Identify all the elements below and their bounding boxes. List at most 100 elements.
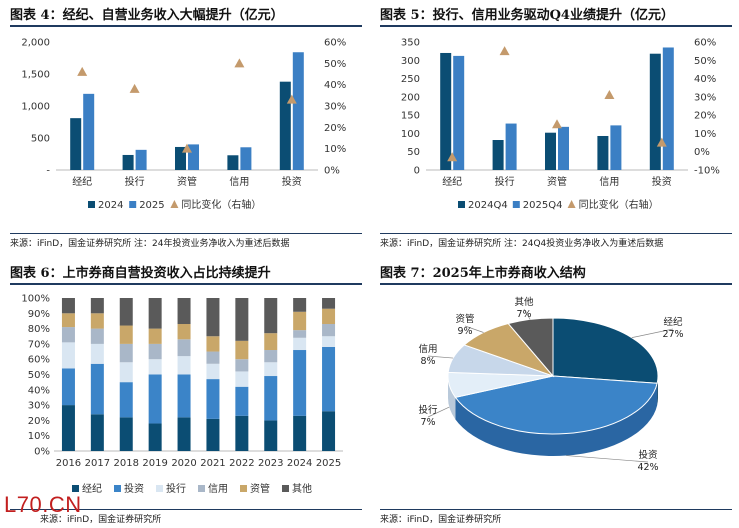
chart-6-legend-swatch — [282, 485, 289, 492]
chart-6-seg-投资 — [322, 346, 336, 412]
chart-4-y2-tick: 10% — [324, 144, 346, 155]
chart-6-seg-其他 — [148, 298, 162, 329]
chart-6-seg-投行 — [206, 363, 220, 380]
chart-6-seg-经纪 — [119, 417, 133, 451]
chart-7-source-rule — [380, 509, 732, 510]
chart-5-source-rule — [380, 233, 732, 234]
chart-6-legend-label: 投行 — [166, 482, 186, 495]
chart-6-x-tick: 2017 — [85, 458, 110, 469]
chart-5-bar-2024Q4 — [597, 135, 609, 170]
chart-4-yoy-marker — [129, 83, 140, 93]
chart-4-bar-2024 — [227, 155, 239, 170]
chart-5-y-tick: 100 — [401, 129, 420, 140]
chart-6-legend-swatch — [72, 485, 79, 492]
chart-4-title-rule — [10, 25, 362, 27]
chart-4-y2-tick: 50% — [324, 59, 346, 70]
chart-6-seg-经纪 — [61, 405, 75, 451]
chart-5-legend-label: 同比变化（右轴） — [579, 198, 659, 211]
chart-6-seg-其他 — [177, 298, 191, 325]
chart-6-seg-投资 — [61, 368, 75, 406]
chart-4-y2-tick: 0% — [324, 166, 340, 177]
chart-6-legend-swatch — [114, 485, 121, 492]
chart-7-leader-line — [523, 308, 531, 320]
chart-6-seg-投资 — [177, 374, 191, 418]
chart-6-seg-经纪 — [293, 415, 307, 451]
chart-6-seg-投资 — [119, 382, 133, 418]
chart-4-yoy-marker — [77, 66, 88, 76]
chart-6-seg-资管 — [148, 328, 162, 344]
chart-4-y-tick: 1,000 — [21, 102, 50, 113]
chart-6-seg-资管 — [61, 313, 75, 328]
chart-6-seg-资管 — [206, 336, 220, 352]
chart-6-y-tick: 80% — [28, 324, 50, 335]
chart-4-yoy-marker — [286, 94, 297, 104]
chart-5-x-tick: 投行 — [495, 175, 515, 188]
chart-5-title-rule — [380, 25, 732, 27]
chart-5-legend-label: 2024Q4 — [468, 200, 508, 211]
chart-6-seg-信用 — [61, 327, 75, 343]
chart-6-y-tick: 50% — [28, 370, 50, 381]
chart-5-x-tick: 资管 — [547, 175, 567, 188]
chart-6-seg-信用 — [206, 351, 220, 364]
chart-6-y-tick: 40% — [28, 385, 50, 396]
chart-6-x-tick: 2016 — [56, 458, 81, 469]
chart-7-leader-line — [631, 328, 674, 338]
chart-4-bar-2024 — [70, 118, 82, 170]
chart-7-title: 图表 7：2025年上市券商收入结构 — [380, 266, 586, 281]
chart-5-y2-tick: 40% — [694, 74, 716, 85]
chart-5-y2-tick: 0% — [694, 147, 710, 158]
chart-7-slice-label: 27% — [662, 329, 683, 340]
chart-5-x-tick: 经纪 — [442, 175, 462, 188]
chart-7-slice-name: 投行 — [418, 404, 438, 416]
chart-5-x-tick: 信用 — [599, 176, 619, 188]
chart-4-x-tick: 信用 — [229, 176, 249, 188]
chart-6-seg-投资 — [90, 363, 104, 415]
chart-6-y-tick: 20% — [28, 416, 50, 427]
chart-7-title-rule — [380, 283, 732, 285]
chart-6-seg-资管 — [90, 313, 104, 329]
chart-4-title: 图表 4：经纪、自营业务收入大幅提升（亿元） — [10, 8, 284, 23]
chart-5-y2-tick: 20% — [694, 111, 716, 122]
chart-6-y-tick: 10% — [28, 431, 50, 442]
chart-5-bar-2025Q4 — [558, 126, 569, 170]
chart-6-seg-资管 — [322, 308, 336, 325]
chart-4-legend-swatch — [129, 201, 137, 208]
chart-4-yoy-marker — [182, 143, 192, 153]
chart-6-y-tick: 90% — [28, 309, 50, 320]
chart-6-seg-投行 — [235, 371, 249, 387]
chart-4-bar-2024 — [122, 154, 134, 170]
chart-5-legend-swatch — [512, 201, 520, 208]
chart-6-seg-信用 — [90, 328, 104, 344]
chart-6-x-tick: 2025 — [316, 458, 341, 469]
chart-6-seg-资管 — [264, 333, 278, 351]
chart-4-svg: - 500 1,000 1,500 2,000 0% 10% 20% 30% 40% 50% 60% 经… — [21, 38, 346, 212]
chart-6-seg-经纪 — [148, 423, 162, 451]
chart-4-bar-2024 — [175, 146, 186, 170]
chart-5-bar-2025Q4 — [453, 55, 465, 170]
chart-4-bar-2025 — [83, 93, 95, 170]
chart-6-seg-其他 — [235, 298, 249, 341]
chart-6-seg-其他 — [90, 298, 104, 314]
chart-5-y2-tick: 60% — [694, 38, 716, 49]
chart-6-seg-信用 — [322, 324, 336, 337]
chart-6-seg-投行 — [119, 362, 133, 383]
chart-5-yoy-marker — [656, 137, 667, 147]
chart-6-seg-投资 — [235, 386, 249, 416]
watermark-text: L70.CN — [4, 492, 82, 517]
chart-6-seg-信用 — [119, 343, 133, 363]
chart-5-legend-marker — [567, 200, 576, 208]
chart-7-slice-name: 信用 — [418, 343, 437, 355]
chart-6-seg-信用 — [293, 330, 307, 338]
chart-6-y-tick: 60% — [28, 355, 50, 366]
chart-4-bar-2025 — [135, 149, 147, 170]
chart-7-slice-name: 经纪 — [663, 316, 683, 328]
chart-6-title: 图表 6：上市券商自营投资收入占比持续提升 — [10, 266, 271, 281]
chart-6-seg-投资 — [148, 374, 162, 424]
chart-5-y-tick: 0 — [414, 166, 420, 177]
chart-5-bar-2024Q4 — [545, 132, 556, 170]
chart-5-y2-tick: 50% — [694, 56, 716, 67]
chart-4-legend-swatch — [88, 201, 95, 208]
chart-6-y-tick: 70% — [28, 339, 50, 350]
chart-6-seg-信用 — [264, 350, 278, 363]
